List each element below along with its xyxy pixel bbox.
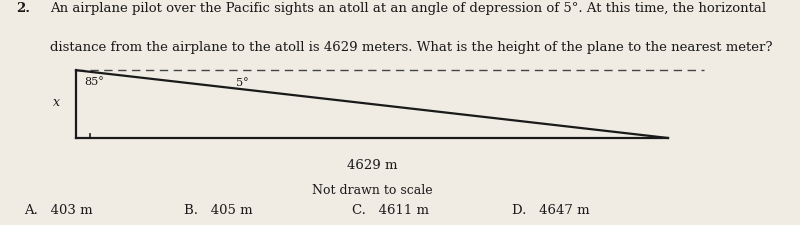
Text: 4629 m: 4629 m — [346, 159, 398, 172]
Text: A.   403 m: A. 403 m — [24, 203, 93, 216]
Text: An airplane pilot over the Pacific sights an atoll at an angle of depression of : An airplane pilot over the Pacific sight… — [50, 2, 766, 15]
Text: B.   405 m: B. 405 m — [184, 203, 253, 216]
Text: 2.: 2. — [16, 2, 30, 15]
Text: 85°: 85° — [84, 76, 104, 86]
Text: D.   4647 m: D. 4647 m — [512, 203, 590, 216]
Text: x: x — [53, 96, 60, 109]
Text: C.   4611 m: C. 4611 m — [352, 203, 429, 216]
Text: 5°: 5° — [236, 78, 249, 88]
Text: Not drawn to scale: Not drawn to scale — [312, 183, 432, 196]
Text: distance from the airplane to the atoll is 4629 meters. What is the height of th: distance from the airplane to the atoll … — [50, 40, 773, 54]
